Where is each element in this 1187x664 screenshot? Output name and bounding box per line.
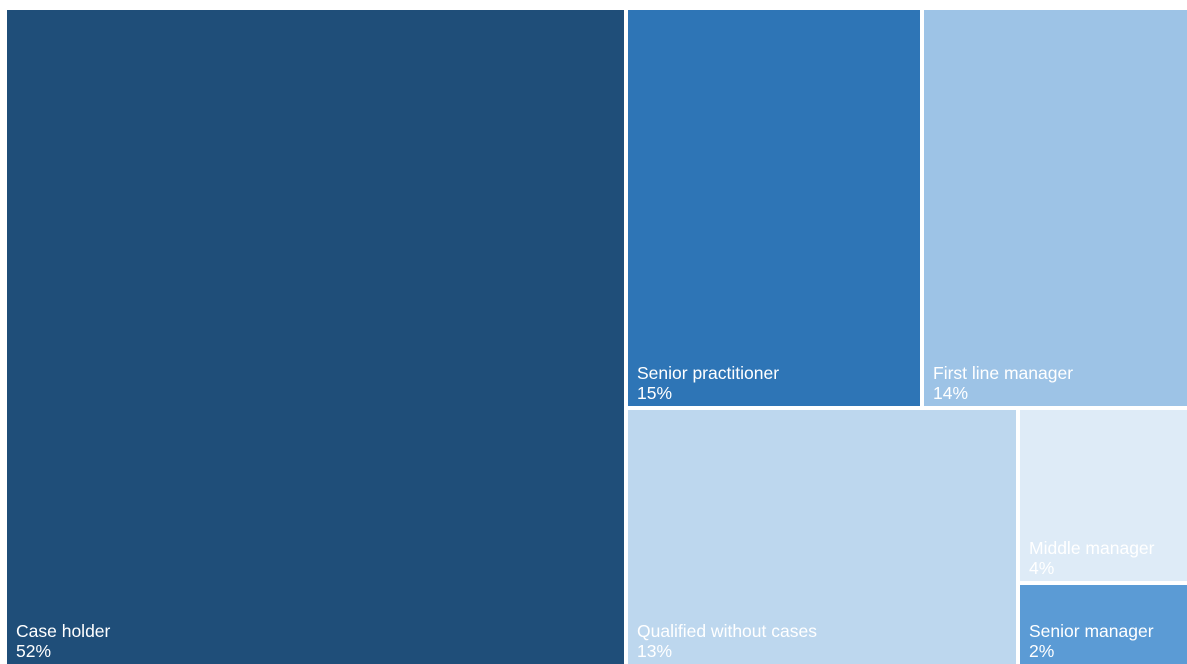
tile-name: Qualified without cases bbox=[637, 621, 817, 641]
tile-name: Case holder bbox=[16, 621, 111, 641]
tile-value: 15% bbox=[637, 383, 673, 403]
tile-label-qualified-without-cases: Qualified without cases 13% bbox=[637, 621, 817, 661]
tile-value: 2% bbox=[1029, 641, 1055, 661]
tile-label-senior-practitioner: Senior practitioner 15% bbox=[637, 363, 779, 403]
tile-case-holder: Case holder 52% bbox=[7, 10, 624, 664]
tile-label-middle-manager: Middle manager 4% bbox=[1029, 538, 1154, 578]
tile-name: Senior manager bbox=[1029, 621, 1154, 641]
tile-value: 13% bbox=[637, 641, 673, 661]
tile-value: 52% bbox=[16, 641, 52, 661]
tile-name: Middle manager bbox=[1029, 538, 1155, 558]
tile-label-case-holder: Case holder 52% bbox=[16, 621, 110, 661]
tile-name: Senior practitioner bbox=[637, 363, 780, 383]
tile-label-first-line-manager: First line manager 14% bbox=[933, 363, 1073, 403]
tile-qualified-without-cases: Qualified without cases 13% bbox=[628, 410, 1016, 664]
tile-senior-manager: Senior manager 2% bbox=[1020, 585, 1187, 664]
tile-name: First line manager bbox=[933, 363, 1074, 383]
tile-middle-manager: Middle manager 4% bbox=[1020, 410, 1187, 581]
tile-senior-practitioner: Senior practitioner 15% bbox=[628, 10, 920, 406]
tile-label-senior-manager: Senior manager 2% bbox=[1029, 621, 1154, 661]
tile-value: 4% bbox=[1029, 558, 1055, 578]
tile-first-line-manager: First line manager 14% bbox=[924, 10, 1187, 406]
tile-value: 14% bbox=[933, 383, 969, 403]
